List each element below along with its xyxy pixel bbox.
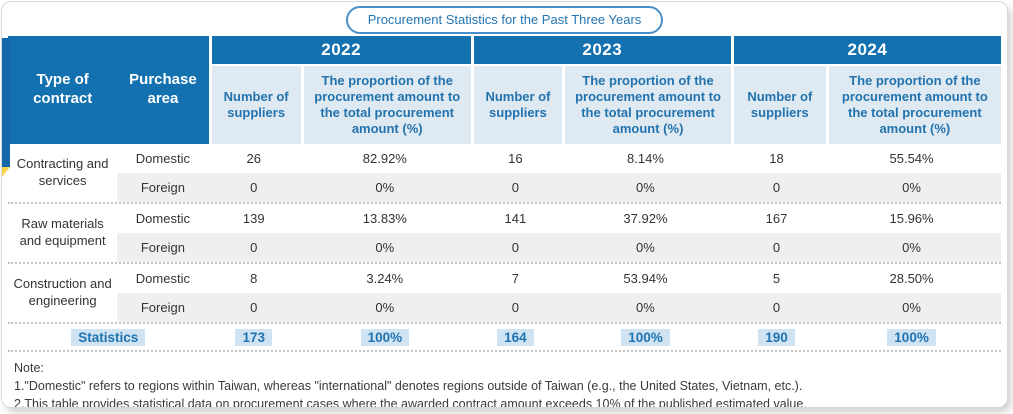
table-row: Domestic 139 13.83% 141 37.92% 167 15.96… [8, 204, 1001, 233]
value-cell: 167 [765, 211, 788, 226]
table-row: Foreign 0 0% 0 0% 0 0% [8, 233, 1001, 262]
statistics-value: 100% [887, 328, 936, 346]
value-cell: 5 [772, 271, 781, 286]
footnote: Note: 1."Domestic" refers to regions wit… [2, 352, 1007, 408]
value-cell: 0% [298, 233, 471, 262]
column-header-purchase-area: Purchase area [129, 71, 197, 107]
value-cell: 0% [822, 293, 1001, 322]
table-header: Type of contract Purchase area 2022 Numb… [8, 36, 1001, 144]
row-group-contracting-and-services: Contracting and services Domestic 26 82.… [8, 144, 1001, 204]
value-cell: 18 [769, 151, 784, 166]
value-cell: 82.92% [362, 151, 407, 166]
ribbon-flag [2, 38, 10, 167]
value-cell: 13.83% [362, 211, 407, 226]
subheader-2023-proportion: The proportion of the procurement amount… [562, 66, 731, 144]
purchase-area-cell: Domestic [135, 151, 190, 166]
note-heading: Note: [14, 361, 44, 375]
value-cell: 8.14% [627, 151, 664, 166]
year-header-2022: 2022 [211, 36, 471, 64]
subheader-2022-proportion: The proportion of the procurement amount… [300, 66, 471, 144]
value-cell: 0% [822, 233, 1001, 262]
note-line-2: 2.This table provides statistical data o… [14, 397, 807, 408]
value-cell: 53.94% [623, 271, 668, 286]
value-cell: 0 [470, 173, 561, 202]
note-line-1: 1."Domestic" refers to regions within Ta… [14, 379, 803, 394]
statistics-row: Statistics 173 100% 164 100% 190 100% [8, 324, 1001, 352]
type-of-contract-cell: Contracting and services [16, 156, 109, 188]
statistics-value: 173 [235, 328, 273, 346]
value-cell: 37.92% [623, 211, 668, 226]
year-header-2023: 2023 [473, 36, 731, 64]
table-row: Foreign 0 0% 0 0% 0 0% [8, 173, 1001, 202]
value-cell: 55.54% [889, 151, 934, 166]
purchase-area-cell: Foreign [117, 233, 209, 262]
value-cell: 0% [298, 173, 471, 202]
statistics-value: 190 [758, 328, 795, 346]
value-cell: 0 [208, 173, 299, 202]
value-cell: 0 [730, 293, 823, 322]
page-title: Procurement Statistics for the Past Thre… [345, 6, 664, 34]
table-row: Domestic 26 82.92% 16 8.14% 18 55.54% [8, 144, 1001, 173]
value-cell: 141 [504, 211, 527, 226]
value-cell: 0% [560, 173, 731, 202]
value-cell: 0 [730, 233, 823, 262]
value-cell: 139 [242, 211, 265, 226]
purchase-area-cell: Foreign [117, 293, 209, 322]
value-cell: 0% [560, 233, 731, 262]
ribbon-fold-icon [2, 167, 10, 177]
value-cell: 0% [298, 293, 471, 322]
header-left-block: Type of contract Purchase area [8, 36, 209, 144]
value-cell: 26 [246, 151, 261, 166]
value-cell: 3.24% [366, 271, 404, 286]
value-cell: 0% [822, 173, 1001, 202]
purchase-area-cell: Domestic [135, 271, 190, 286]
title-bar: Procurement Statistics for the Past Thre… [2, 2, 1007, 36]
purchase-area-cell: Foreign [117, 173, 209, 202]
value-cell: 8 [250, 271, 258, 286]
type-of-contract-cell: Construction and engineering [13, 276, 112, 308]
subheader-2022-suppliers: Number of suppliers [211, 66, 301, 144]
value-cell: 0% [560, 293, 731, 322]
type-of-contract-cell: Raw materials and equipment [19, 216, 106, 248]
subheader-2023-suppliers: Number of suppliers [473, 66, 563, 144]
procurement-statistics-card: Procurement Statistics for the Past Thre… [1, 1, 1008, 408]
value-cell: 0 [208, 233, 299, 262]
purchase-area-cell: Domestic [135, 211, 190, 226]
value-cell: 0 [470, 293, 561, 322]
row-group-construction-and-engineering: Construction and engineering Domestic 8 … [8, 264, 1001, 324]
value-cell: 15.96% [889, 211, 934, 226]
column-header-type-of-contract: Type of contract [33, 71, 93, 107]
row-group-raw-materials-and-equipment: Raw materials and equipment Domestic 139… [8, 204, 1001, 264]
year-group-2024: 2024 Number of suppliers The proportion … [730, 36, 1001, 144]
value-cell: 0 [470, 233, 561, 262]
value-cell: 0 [208, 293, 299, 322]
table-row: Foreign 0 0% 0 0% 0 0% [8, 293, 1001, 322]
subheader-2024-proportion: The proportion of the procurement amount… [825, 66, 1001, 144]
value-cell: 7 [511, 271, 519, 286]
statistics-value: 100% [360, 328, 410, 346]
statistics-value: 164 [497, 328, 534, 346]
subheader-2024-suppliers: Number of suppliers [733, 66, 826, 144]
value-cell: 16 [508, 151, 523, 166]
value-cell: 0 [730, 173, 823, 202]
table-row: Domestic 8 3.24% 7 53.94% 5 28.50% [8, 264, 1001, 293]
procurement-table: Type of contract Purchase area 2022 Numb… [2, 36, 1007, 352]
year-header-2024: 2024 [733, 36, 1001, 64]
year-group-2022: 2022 Number of suppliers The proportion … [208, 36, 471, 144]
statistics-value: 100% [621, 328, 670, 346]
value-cell: 28.50% [889, 271, 934, 286]
year-group-2023: 2023 Number of suppliers The proportion … [470, 36, 731, 144]
statistics-label: Statistics [71, 328, 146, 346]
